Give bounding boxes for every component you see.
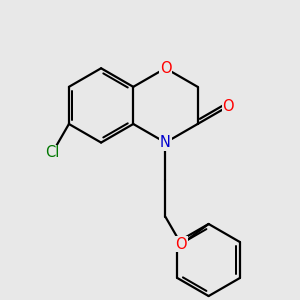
Text: O: O (160, 61, 171, 76)
Text: O: O (222, 99, 234, 114)
Text: Cl: Cl (45, 146, 59, 160)
Text: N: N (160, 135, 171, 150)
Text: O: O (176, 237, 187, 252)
